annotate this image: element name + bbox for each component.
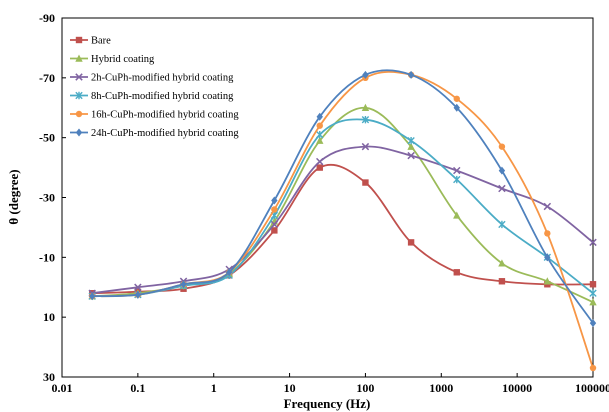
- series-1: [88, 163, 597, 297]
- x-axis-title: Frequency (Hz): [284, 396, 371, 411]
- legend-marker: [75, 110, 83, 118]
- series-line: [92, 145, 594, 295]
- data-point: [498, 278, 506, 285]
- x-tick-label: 100000: [575, 381, 609, 395]
- y-tick-label: -50: [39, 131, 55, 145]
- data-point: [407, 136, 415, 145]
- legend-item: 8h-CuPh-modified hybrid coating: [70, 91, 234, 102]
- data-point: [361, 103, 370, 111]
- legend-label: 24h-CuPh-modified hybrid coating: [91, 128, 239, 139]
- data-point: [453, 166, 461, 175]
- legend-item: Bare: [70, 36, 111, 47]
- y-tick-label: -30: [39, 191, 55, 205]
- series-line: [92, 69, 594, 324]
- data-point: [271, 196, 278, 205]
- data-point: [316, 122, 323, 129]
- data-point: [453, 103, 460, 112]
- legend-marker: [75, 36, 83, 44]
- data-point: [589, 319, 597, 328]
- data-point: [316, 136, 324, 144]
- data-point: [407, 151, 415, 160]
- data-point: [407, 239, 415, 246]
- data-point: [453, 269, 460, 276]
- data-point: [362, 179, 369, 186]
- legend-marker: [75, 54, 83, 62]
- data-point: [225, 268, 233, 277]
- y-tick-label: 10: [43, 310, 55, 324]
- series-6: [88, 69, 597, 328]
- data-point: [271, 227, 278, 234]
- data-point: [544, 253, 551, 262]
- x-tick-label: 1000: [429, 381, 453, 395]
- series-line: [92, 163, 594, 295]
- data-point: [361, 142, 370, 151]
- data-point: [589, 289, 597, 297]
- legend-item: 2h-CuPh-modified hybrid coating: [70, 73, 234, 84]
- data-point: [543, 277, 552, 285]
- x-tick-label: 0.1: [130, 381, 145, 395]
- data-point: [453, 211, 461, 219]
- x-tick-label: 10000: [502, 381, 532, 395]
- x-tick-label: 1: [211, 381, 217, 395]
- data-point: [270, 220, 279, 229]
- data-point: [88, 292, 96, 301]
- legend-item: 24h-CuPh-modified hybrid coating: [70, 128, 239, 139]
- data-point: [544, 230, 551, 237]
- legend-label: 8h-CuPh-modified hybrid coating: [91, 91, 234, 102]
- data-point: [543, 202, 552, 211]
- data-point: [589, 281, 597, 288]
- legend-item: 16h-CuPh-modified hybrid coating: [70, 110, 239, 121]
- x-tick-label: 10: [284, 381, 296, 395]
- data-point: [316, 130, 324, 139]
- legend-marker: [75, 73, 83, 81]
- legend-label: Hybrid coating: [91, 54, 155, 65]
- data-point: [407, 142, 415, 150]
- data-point: [498, 259, 506, 267]
- data-point: [180, 280, 187, 289]
- data-point: [271, 206, 278, 213]
- data-point: [316, 164, 323, 171]
- data-point: [361, 116, 370, 124]
- legend-marker: [75, 91, 83, 100]
- data-point: [453, 175, 461, 184]
- y-tick-label: 30: [43, 370, 55, 384]
- series-line: [92, 118, 594, 298]
- legend: Bare Hybrid coating 2h-CuPh-modified hybri…: [70, 36, 239, 139]
- data-point: [134, 283, 142, 291]
- x-axis: 0.01 0.1 1 10 100 1000 10000 100000: [52, 373, 609, 395]
- series-3: [88, 142, 597, 297]
- data-point: [316, 157, 324, 166]
- y-tick-label: -90: [39, 11, 55, 25]
- data-point: [498, 166, 506, 175]
- legend-label: 2h-CuPh-modified hybrid coating: [91, 73, 234, 84]
- data-point: [589, 364, 597, 372]
- data-point: [407, 70, 415, 79]
- y-tick-label: -10: [39, 250, 55, 264]
- legend-label: Bare: [91, 36, 111, 47]
- legend-label: 16h-CuPh-modified hybrid coating: [91, 110, 239, 121]
- data-point: [498, 184, 506, 193]
- data-point: [589, 298, 597, 306]
- data-point: [589, 238, 597, 247]
- legend-marker: [75, 128, 83, 137]
- data-point: [316, 112, 323, 121]
- x-tick-label: 0.01: [52, 381, 73, 395]
- data-point: [453, 95, 460, 102]
- legend-item: Hybrid coating: [70, 54, 155, 65]
- y-axis-title: θ (degree): [6, 169, 21, 224]
- x-tick-label: 100: [356, 381, 374, 395]
- y-axis: -90 -70 -50 -30 -10 10 30: [39, 11, 66, 384]
- data-point: [498, 143, 506, 150]
- y-tick-label: -70: [39, 71, 55, 85]
- series-layer: [88, 69, 597, 372]
- data-point: [498, 220, 506, 229]
- data-point: [134, 290, 142, 299]
- data-point: [362, 70, 369, 79]
